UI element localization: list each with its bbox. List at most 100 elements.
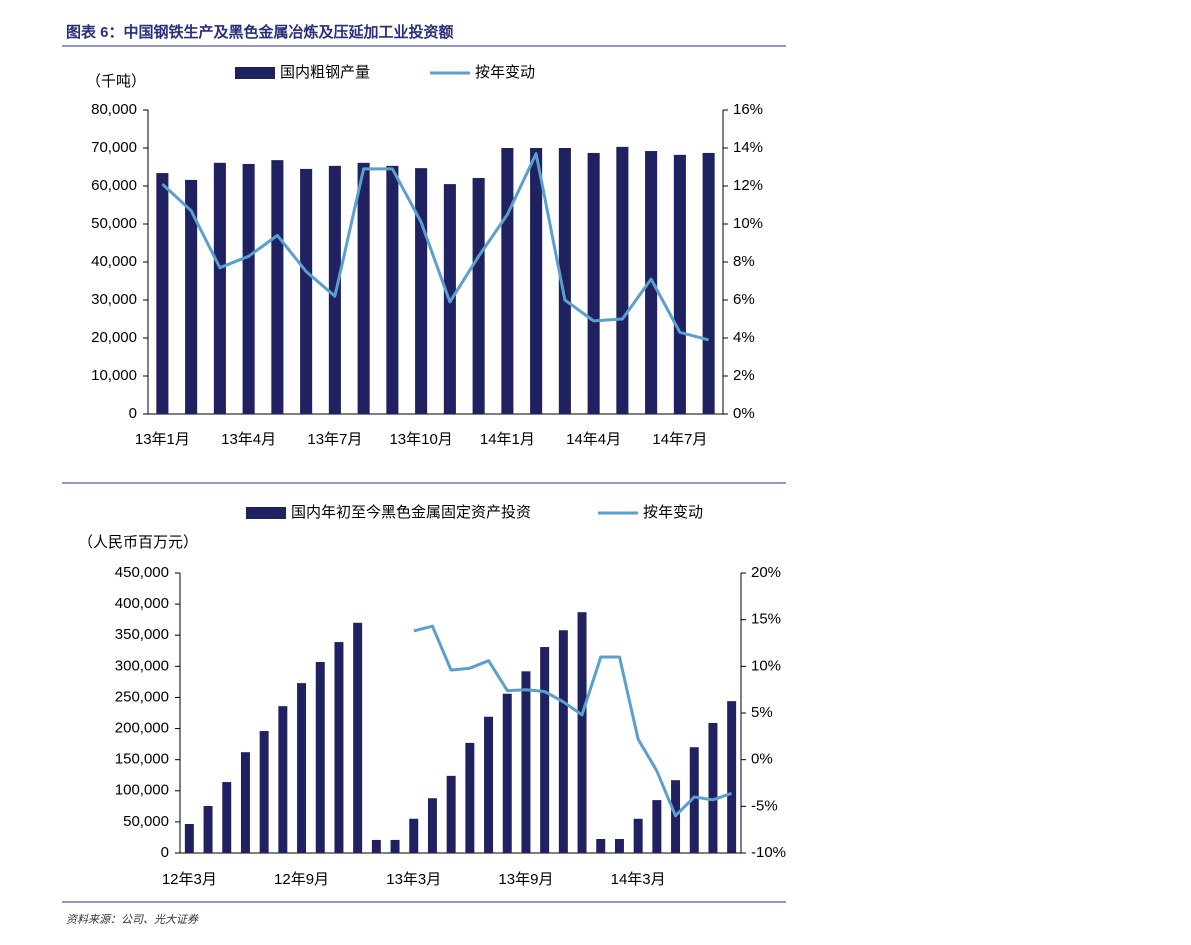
x-tick-label: 13年3月 [386,871,441,888]
legend-label: 按年变动 [643,504,703,521]
y2-tick-label: 2% [733,367,755,384]
bar [446,775,456,853]
bar [315,661,325,853]
bar [484,716,494,853]
y-tick-label: 80,000 [91,101,137,118]
y2-tick-label: 14% [733,139,763,156]
y-tick-label: 300,000 [115,657,169,674]
y-tick-label: 50,000 [123,813,169,830]
bar [558,148,571,414]
bar [689,747,699,853]
bar [203,806,213,853]
y-tick-label: 150,000 [115,751,169,768]
y2-tick-label: 0% [733,405,755,422]
y2-tick-label: 20% [751,564,781,581]
bar [371,839,381,853]
bar [577,612,587,853]
x-tick-label: 13年1月 [135,431,190,448]
y2-tick-label: 15% [751,611,781,628]
bar [521,671,531,853]
bar [185,179,198,414]
x-tick-label: 14年3月 [611,871,666,888]
y2-tick-label: 12% [733,177,763,194]
bar [472,178,485,414]
bar [614,839,624,853]
bar [502,693,512,853]
y2-tick-label: 10% [751,657,781,674]
bar [357,162,370,414]
y2-tick-label: -5% [751,797,778,814]
bar [300,168,313,414]
bar [213,162,226,414]
bar [596,839,606,853]
y-tick-label: 200,000 [115,720,169,737]
y2-tick-label: 4% [733,329,755,346]
y-tick-label: 70,000 [91,139,137,156]
x-tick-label: 12年3月 [162,871,217,888]
bar [278,706,288,853]
legend-label: 国内年初至今黑色金属固定资产投资 [291,504,531,521]
y2-tick-label: -10% [751,844,786,861]
bar [271,160,284,414]
x-tick-label: 13年10月 [389,431,452,448]
bar [558,630,568,853]
bar [353,622,363,853]
line [161,152,709,342]
bar [259,731,269,853]
y-tick-label: 60,000 [91,177,137,194]
y-tick-label: 50,000 [91,215,137,232]
bar [222,782,232,853]
bar [501,148,514,414]
bar [540,647,550,853]
bar [727,701,737,853]
y-tick-label: 40,000 [91,253,137,270]
bar [240,752,250,853]
bar [297,683,307,853]
bar [652,800,662,853]
y-axis-label: （千吨） [86,73,146,90]
figure-title: 图表 6：中国钢铁生产及黑色金属冶炼及压延加工业投资额 [66,23,454,41]
line [413,624,733,818]
bar [702,152,715,414]
bar [390,839,400,853]
bar [616,146,629,415]
source-note: 资料来源：公司、光大证券 [66,913,199,926]
y2-tick-label: 0% [751,751,773,768]
x-tick-label: 13年4月 [221,431,276,448]
legend-swatch [235,67,275,79]
bar [415,168,428,414]
y-tick-label: 450,000 [115,564,169,581]
legend-swatch [246,507,286,519]
x-tick-label: 12年9月 [274,871,329,888]
x-tick-label: 14年7月 [652,431,707,448]
y-tick-label: 250,000 [115,688,169,705]
bar [708,722,718,853]
y-axis-label: （人民币百万元） [78,534,198,551]
y-tick-label: 30,000 [91,291,137,308]
y-tick-label: 20,000 [91,329,137,346]
bar [645,151,658,415]
y-tick-label: 0 [129,405,137,422]
x-tick-label: 13年7月 [307,431,362,448]
bar [673,154,686,414]
bar [184,824,194,853]
bar [427,798,437,853]
y-tick-label: 400,000 [115,595,169,612]
x-tick-label: 13年9月 [498,871,553,888]
y2-tick-label: 6% [733,291,755,308]
y-tick-label: 10,000 [91,367,137,384]
bar [587,152,600,414]
y2-tick-label: 10% [733,215,763,232]
bar [633,818,643,853]
x-tick-label: 14年1月 [480,431,535,448]
bar [242,163,255,414]
bar [465,742,475,853]
bar [156,173,169,414]
y2-tick-label: 5% [751,704,773,721]
y-tick-label: 350,000 [115,626,169,643]
legend-label: 国内粗钢产量 [280,64,370,81]
y2-tick-label: 8% [733,253,755,270]
bar [530,148,543,414]
